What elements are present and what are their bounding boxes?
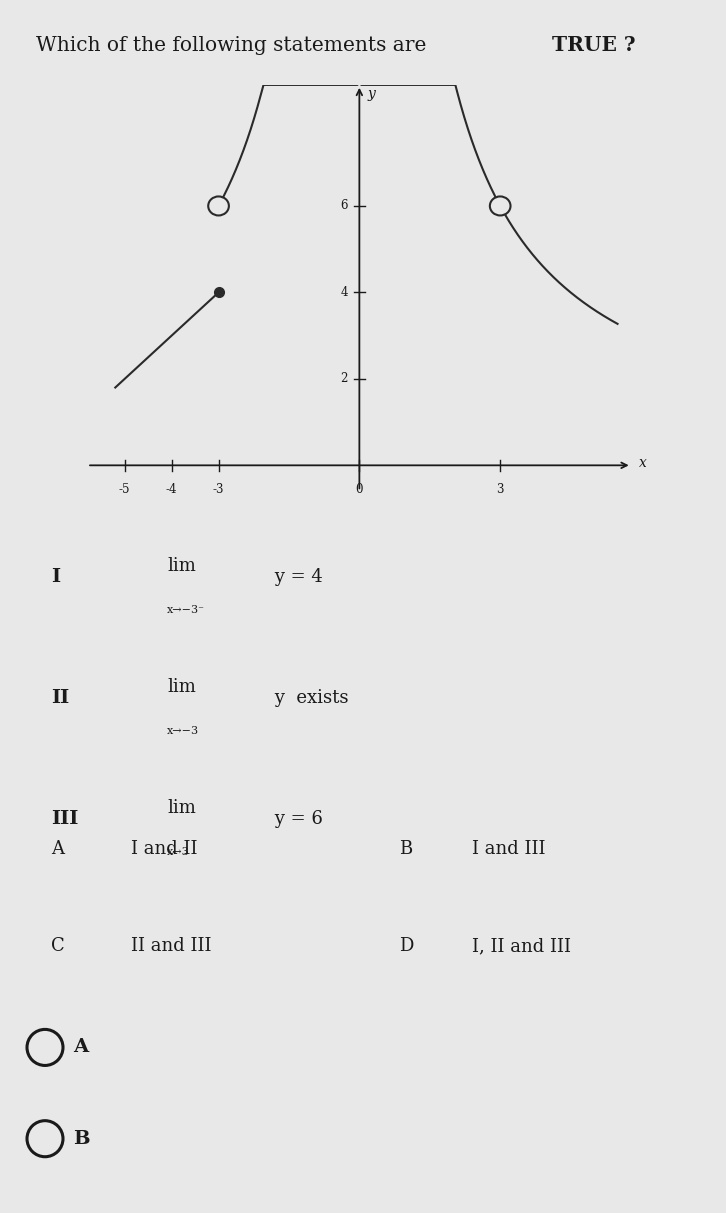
Text: B: B	[399, 841, 412, 859]
Text: x→3: x→3	[167, 847, 189, 858]
Text: y = 4: y = 4	[269, 568, 322, 586]
Text: lim: lim	[167, 799, 196, 818]
Text: y  exists: y exists	[269, 689, 348, 707]
Text: I and III: I and III	[472, 841, 545, 859]
Text: I, II and III: I, II and III	[472, 938, 571, 956]
Text: 0: 0	[356, 483, 363, 496]
Text: 6: 6	[340, 199, 348, 212]
Text: y = 6: y = 6	[269, 810, 322, 828]
Text: III: III	[51, 810, 78, 828]
Text: TRUE ?: TRUE ?	[552, 35, 635, 55]
Text: II and III: II and III	[131, 938, 211, 956]
Text: y: y	[368, 87, 375, 101]
Text: B: B	[73, 1129, 89, 1147]
Text: -3: -3	[213, 483, 224, 496]
Text: x→−3⁻: x→−3⁻	[167, 604, 205, 615]
Text: 4: 4	[340, 286, 348, 298]
Text: Which of the following statements are: Which of the following statements are	[36, 35, 433, 55]
Circle shape	[490, 197, 510, 216]
Text: lim: lim	[167, 557, 196, 575]
Text: 3: 3	[497, 483, 504, 496]
Text: D: D	[399, 938, 414, 956]
Text: A: A	[73, 1038, 88, 1057]
Text: -4: -4	[166, 483, 177, 496]
Text: lim: lim	[167, 678, 196, 696]
Text: C: C	[51, 938, 65, 956]
Text: -5: -5	[119, 483, 131, 496]
Text: A: A	[51, 841, 64, 859]
Text: x: x	[639, 456, 647, 471]
Text: I and II: I and II	[131, 841, 197, 859]
Text: 2: 2	[340, 372, 348, 386]
Text: x→−3: x→−3	[167, 725, 199, 736]
Circle shape	[208, 197, 229, 216]
Text: II: II	[51, 689, 69, 707]
Text: I: I	[51, 568, 60, 586]
